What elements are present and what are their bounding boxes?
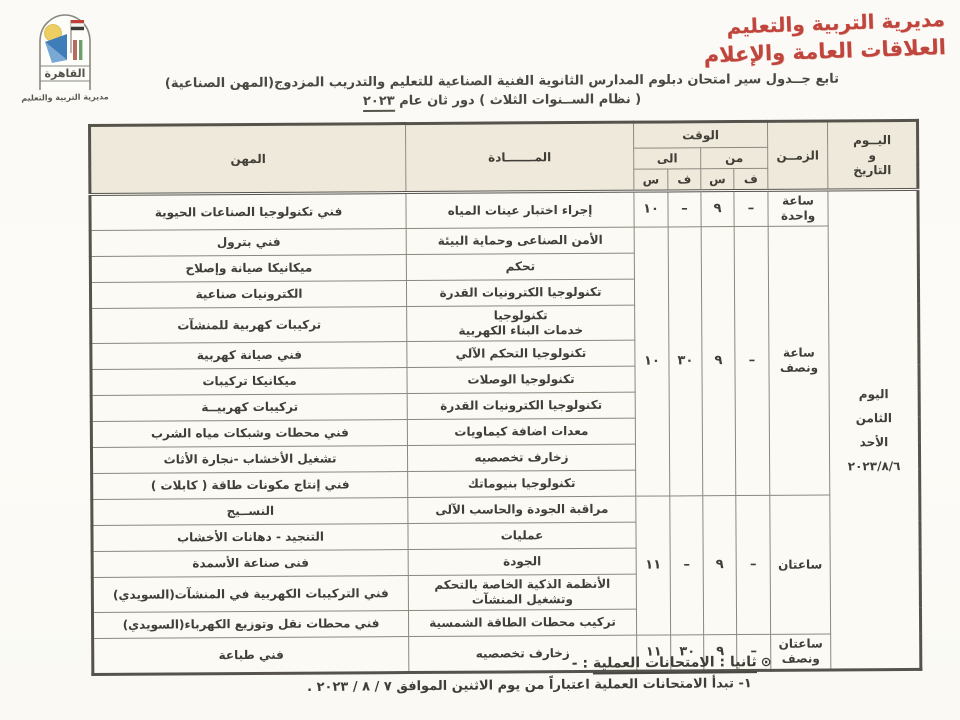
subject-cell: الأنظمة الذكية الخاصة بالتحكم وتشغيل الم…: [408, 574, 637, 611]
header-to-hour: س: [633, 168, 668, 192]
header-duration: الزمــن: [767, 120, 828, 191]
subject-cell: زخارف تخصصيه: [407, 444, 636, 472]
profession-cell: الكترونيات صناعية: [90, 280, 407, 309]
cairo-logo-emblem: القاهرة: [39, 14, 91, 90]
time-to-minute-cell: –: [667, 190, 702, 227]
subject-cell: عمليات: [407, 522, 637, 550]
footer-note-1: ١- تبدأ الامتحانات العملية اعتباراً من ي…: [307, 676, 753, 696]
duration-cell: ساعة واحدة: [767, 189, 829, 227]
circled-dot-icon: ⊙: [760, 654, 772, 671]
title-line2-prefix: ( نظام الســنوات الثلاث ) دور ثان عام: [394, 92, 642, 109]
header-to-minute: ف: [667, 168, 701, 191]
header-subject: المـــــــادة: [405, 122, 634, 193]
header-from-minute: ف: [733, 168, 768, 191]
logo-egypt-flag-icon: [70, 20, 85, 31]
subject-cell: مراقبة الجودة والحاسب الآلى: [407, 496, 636, 524]
header-from-hour: س: [700, 168, 734, 191]
profession-cell: ميكانيكا صيانة وإصلاح: [90, 254, 407, 283]
day-date-cell: اليوم الثامن الأحد ٢٠٢٣/٨/٦: [827, 189, 921, 670]
time-from-minute-cell: –: [734, 226, 770, 496]
logo-sail-icon: [45, 34, 67, 60]
subject-cell: تكنولوجيا التحكم الآلي: [406, 340, 635, 368]
time-from-hour-cell: ٩: [700, 190, 735, 227]
table-row: فني بترول الأمن الصناعى وحماية البيئة ١٠ ٣٠…: [90, 225, 918, 497]
header-time-from: من: [700, 147, 768, 169]
profession-cell: فني تكنولوجيا الصناعات الحيوية: [89, 192, 407, 231]
subject-cell: تكنولوجيا الكترونيات القدرة: [406, 279, 635, 307]
profession-cell: تشغيل الأخشاب -نجارة الأثاث: [91, 445, 408, 474]
time-to-minute-cell: –: [669, 495, 704, 635]
time-to-hour-cell: ١١: [635, 495, 671, 636]
time-from-minute-cell: –: [733, 190, 769, 227]
subject-cell: تكنولوجيا بنيوماتك: [407, 470, 636, 498]
title-line2-year: ٢٠٢٣: [362, 93, 395, 112]
logo-building-bar-green: [79, 40, 83, 60]
logo-city-label: القاهرة: [45, 67, 86, 80]
profession-cell: فني محطات نقل وتوزيع الكهرباء(السويدي): [92, 610, 409, 639]
footer-section-heading: ⊙ثانيا : الامتحانات العملية : -: [307, 654, 772, 675]
cairo-education-logo: القاهرة مديرية التربية والتعليم: [20, 8, 110, 103]
header-professions: المهن: [89, 123, 406, 195]
time-to-hour-cell: ١٠: [633, 190, 669, 228]
subject-cell: تركيب محطات الطاقة الشمسية: [408, 609, 637, 637]
subject-cell: تكنولوجيا الكترونيات القدرة: [407, 392, 636, 420]
profession-cell: فني التركيبات الكهربية في المنشآت(السويد…: [92, 575, 409, 613]
table-row: فني تكنولوجيا الصناعات الحيوية إجراء اختب…: [89, 189, 921, 670]
subject-cell: تحكم: [406, 253, 635, 281]
subject-cell: الجودة: [408, 548, 637, 576]
footer-notes: ⊙ثانيا : الامتحانات العملية : - ١- تبدأ …: [307, 654, 772, 695]
time-from-minute-cell: –: [735, 495, 771, 635]
exam-schedule-table-wrap: المهن المـــــــادة الوقت الزمــن اليــو…: [88, 118, 923, 676]
logo-building-bar-red: [73, 40, 77, 60]
logo-sail-shadow: [45, 42, 67, 63]
document-title-line1: تابع جــدول سير امتحان دبلوم المدارس الث…: [164, 71, 840, 92]
footer-heading-text: ثانيا : الامتحانات العملية: [593, 654, 758, 675]
profession-cell: ميكانيكا تركيبات: [90, 367, 408, 396]
profession-cell: فنى صناعة الأسمدة: [92, 549, 409, 578]
header-day-date: اليــوم و التاريخ: [827, 120, 918, 190]
profession-cell: فني إنتاج مكونات طاقة ( كابلات ): [91, 471, 408, 500]
profession-cell: فني محطات وشبكات مياه الشرب: [91, 419, 408, 448]
duration-cell: ساعة ونصف: [768, 225, 830, 496]
subject-cell: تكنولوجيا الوصلات: [406, 366, 636, 394]
profession-cell: النســيج: [91, 497, 408, 526]
profession-cell: تركيبات كهربية للمنشآت: [90, 306, 407, 344]
profession-cell: فني بترول: [90, 228, 407, 257]
footer-heading-tail: : -: [571, 655, 594, 672]
subject-cell: الأمن الصناعى وحماية البيئة: [406, 227, 635, 255]
exam-table-body: فني تكنولوجيا الصناعات الحيوية إجراء اختب…: [89, 189, 921, 675]
exam-schedule-table: المهن المـــــــادة الوقت الزمــن اليــو…: [88, 118, 923, 676]
subject-cell: إجراء اختبار عينات المياه: [405, 191, 635, 229]
profession-cell: التنجيد - دهانات الأخشاب: [91, 523, 409, 552]
time-to-hour-cell: ١٠: [634, 226, 670, 497]
document-title-line2: ( نظام الســنوات الثلاث ) دور ثان عام ٢٠…: [88, 90, 916, 112]
letterhead: مديرية التربية والتعليم العلاقات العامة …: [702, 6, 946, 70]
time-from-hour-cell: ٩: [701, 226, 736, 496]
profession-cell: فني صيانة كهربية: [90, 341, 407, 370]
subject-cell: معدات اضافة كيماويات: [407, 418, 636, 446]
profession-cell: تركيبات كهربيــة: [91, 393, 408, 422]
duration-cell: ساعتان: [769, 494, 831, 635]
table-row: النســيج مراقبة الجودة والحاسب الآلى ١١–٩–…: [91, 494, 920, 636]
header-time-to: الى: [633, 147, 701, 170]
time-to-minute-cell: ٣٠: [668, 226, 703, 496]
time-from-hour-cell: ٩: [702, 495, 737, 635]
header-time: الوقت: [633, 121, 768, 149]
document-title: تابع جــدول سير امتحان دبلوم المدارس الث…: [88, 71, 916, 112]
duration-cell: ساعتان ونصف: [770, 633, 831, 671]
subject-cell: تكنولوجيا خدمات البناء الكهربية: [406, 305, 635, 342]
